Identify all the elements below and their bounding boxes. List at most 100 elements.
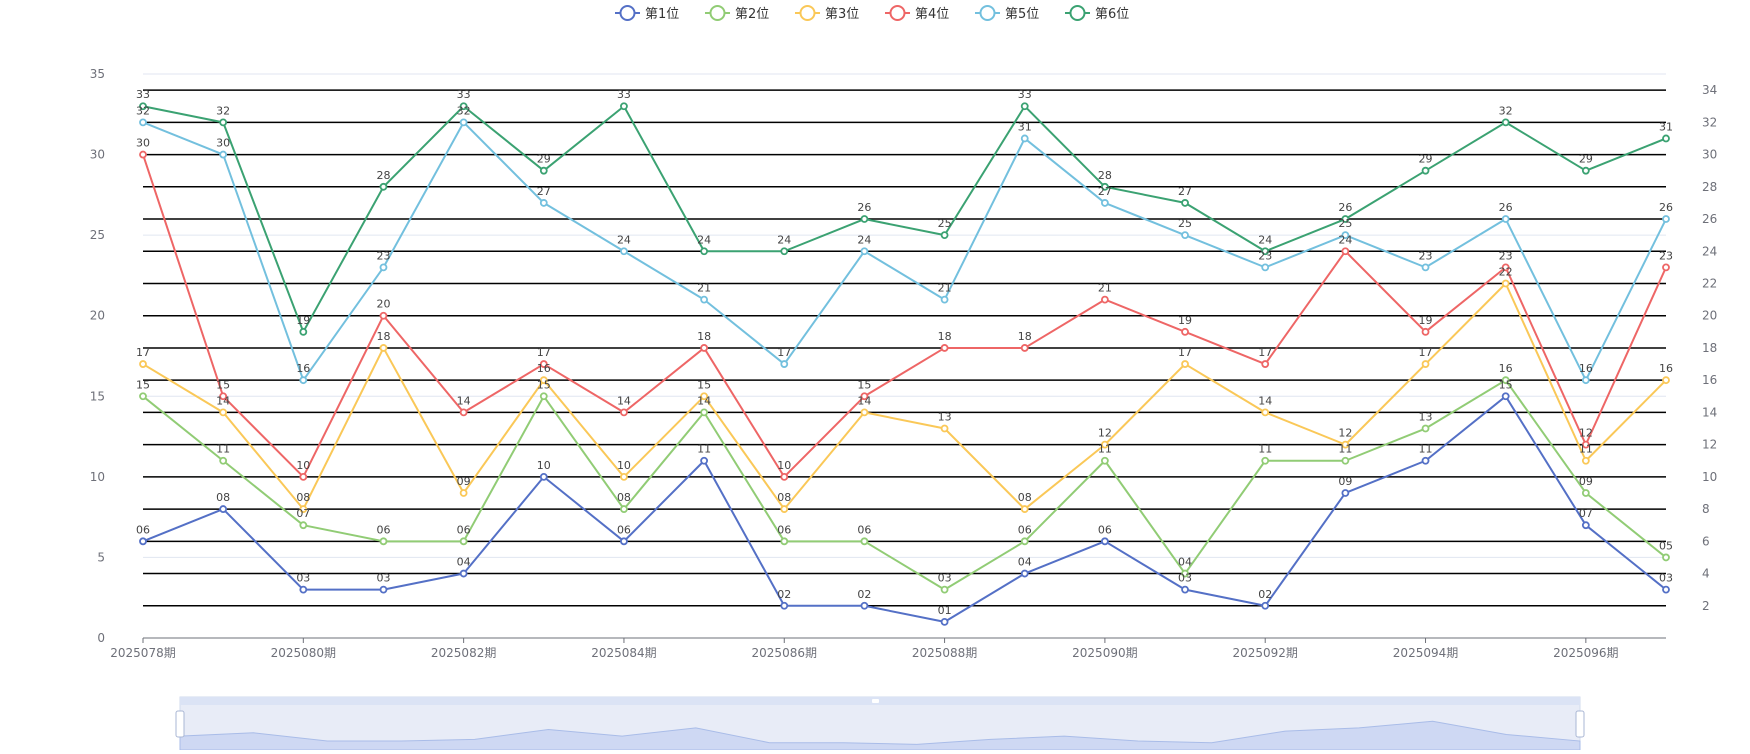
data-point[interactable] [219,392,228,401]
data-point[interactable] [1421,327,1430,336]
data-point[interactable] [539,376,548,385]
data-point[interactable] [1020,102,1029,111]
data-point[interactable] [780,472,789,481]
legend-item[interactable]: 第4位 [885,5,949,22]
data-point[interactable] [700,392,709,401]
zoom-left-handle[interactable] [175,710,185,738]
data-point[interactable] [379,585,388,594]
data-point[interactable] [1501,263,1510,272]
data-point[interactable] [780,247,789,256]
data-point[interactable] [459,489,468,497]
legend-item[interactable]: 第5位 [975,5,1039,22]
data-point[interactable] [860,247,869,256]
data-point[interactable] [1181,231,1189,240]
data-point[interactable] [1341,440,1350,449]
data-point[interactable] [299,521,308,530]
data-point[interactable] [1662,134,1670,143]
data-point[interactable] [1421,360,1430,368]
data-point[interactable] [139,118,147,127]
data-point[interactable] [620,537,628,546]
data-point[interactable] [1581,456,1590,465]
data-point[interactable] [139,102,147,111]
data-point[interactable] [1341,215,1350,223]
legend-item[interactable]: 第1位 [615,5,679,22]
data-point[interactable] [1020,505,1029,513]
data-point[interactable] [1181,585,1189,594]
data-point[interactable] [1100,440,1109,449]
data-point[interactable] [1581,489,1590,497]
data-zoom-slider[interactable] [175,696,1585,751]
data-point[interactable] [1020,537,1029,546]
data-point[interactable] [1181,327,1189,336]
data-point[interactable] [539,199,548,207]
zoom-top-bar[interactable] [180,697,1580,705]
data-point[interactable] [780,360,789,368]
data-point[interactable] [219,408,228,417]
data-point[interactable] [940,344,949,352]
data-point[interactable] [1501,215,1510,223]
data-point[interactable] [700,456,709,465]
data-point[interactable] [620,247,628,256]
data-point[interactable] [139,150,147,159]
data-point[interactable] [1662,263,1670,272]
data-point[interactable] [219,456,228,465]
data-point[interactable] [940,231,949,240]
data-point[interactable] [1261,456,1270,465]
data-point[interactable] [620,408,628,417]
data-point[interactable] [1020,344,1029,352]
data-point[interactable] [860,215,869,223]
data-point[interactable] [1261,408,1270,417]
data-point[interactable] [700,344,709,352]
data-point[interactable] [539,166,548,175]
data-point[interactable] [459,102,468,111]
data-point[interactable] [1100,295,1109,304]
data-point[interactable] [299,585,308,594]
data-point[interactable] [1020,569,1029,578]
data-point[interactable] [1581,376,1590,385]
data-point[interactable] [1100,199,1109,207]
data-point[interactable] [379,537,388,546]
data-point[interactable] [1421,456,1430,465]
data-point[interactable] [219,150,228,159]
zoom-drag-grip-icon[interactable] [872,699,879,703]
data-point[interactable] [379,344,388,352]
data-point[interactable] [940,295,949,304]
data-point[interactable] [940,585,949,594]
data-point[interactable] [1581,166,1590,175]
data-point[interactable] [1341,247,1350,256]
data-point[interactable] [620,472,628,481]
data-point[interactable] [459,408,468,417]
data-point[interactable] [539,472,548,481]
data-point[interactable] [1181,569,1189,578]
data-point[interactable] [539,360,548,368]
data-point[interactable] [299,376,308,385]
data-point[interactable] [1662,376,1670,385]
data-point[interactable] [1100,182,1109,191]
data-point[interactable] [1261,263,1270,272]
legend[interactable]: 第1位 第2位 第3位 第4位 第5位 第6位 [615,5,1129,22]
data-point[interactable] [780,537,789,546]
data-point[interactable] [1020,134,1029,143]
data-point[interactable] [1581,440,1590,449]
data-point[interactable] [459,118,468,127]
data-point[interactable] [379,182,388,191]
data-point[interactable] [700,247,709,256]
zoom-right-handle[interactable] [1575,710,1585,738]
data-point[interactable] [1100,456,1109,465]
data-point[interactable] [940,617,949,626]
data-point[interactable] [940,424,949,433]
data-point[interactable] [1662,553,1670,562]
data-point[interactable] [299,327,308,336]
data-point[interactable] [1421,424,1430,433]
data-point[interactable] [139,392,147,401]
data-point[interactable] [1261,247,1270,256]
data-point[interactable] [1261,360,1270,368]
data-point[interactable] [860,392,869,401]
data-point[interactable] [1421,166,1430,175]
legend-item[interactable]: 第3位 [795,5,859,22]
data-point[interactable] [1181,199,1189,207]
data-point[interactable] [1581,521,1590,530]
data-point[interactable] [459,569,468,578]
data-point[interactable] [1501,392,1510,401]
data-point[interactable] [299,472,308,481]
